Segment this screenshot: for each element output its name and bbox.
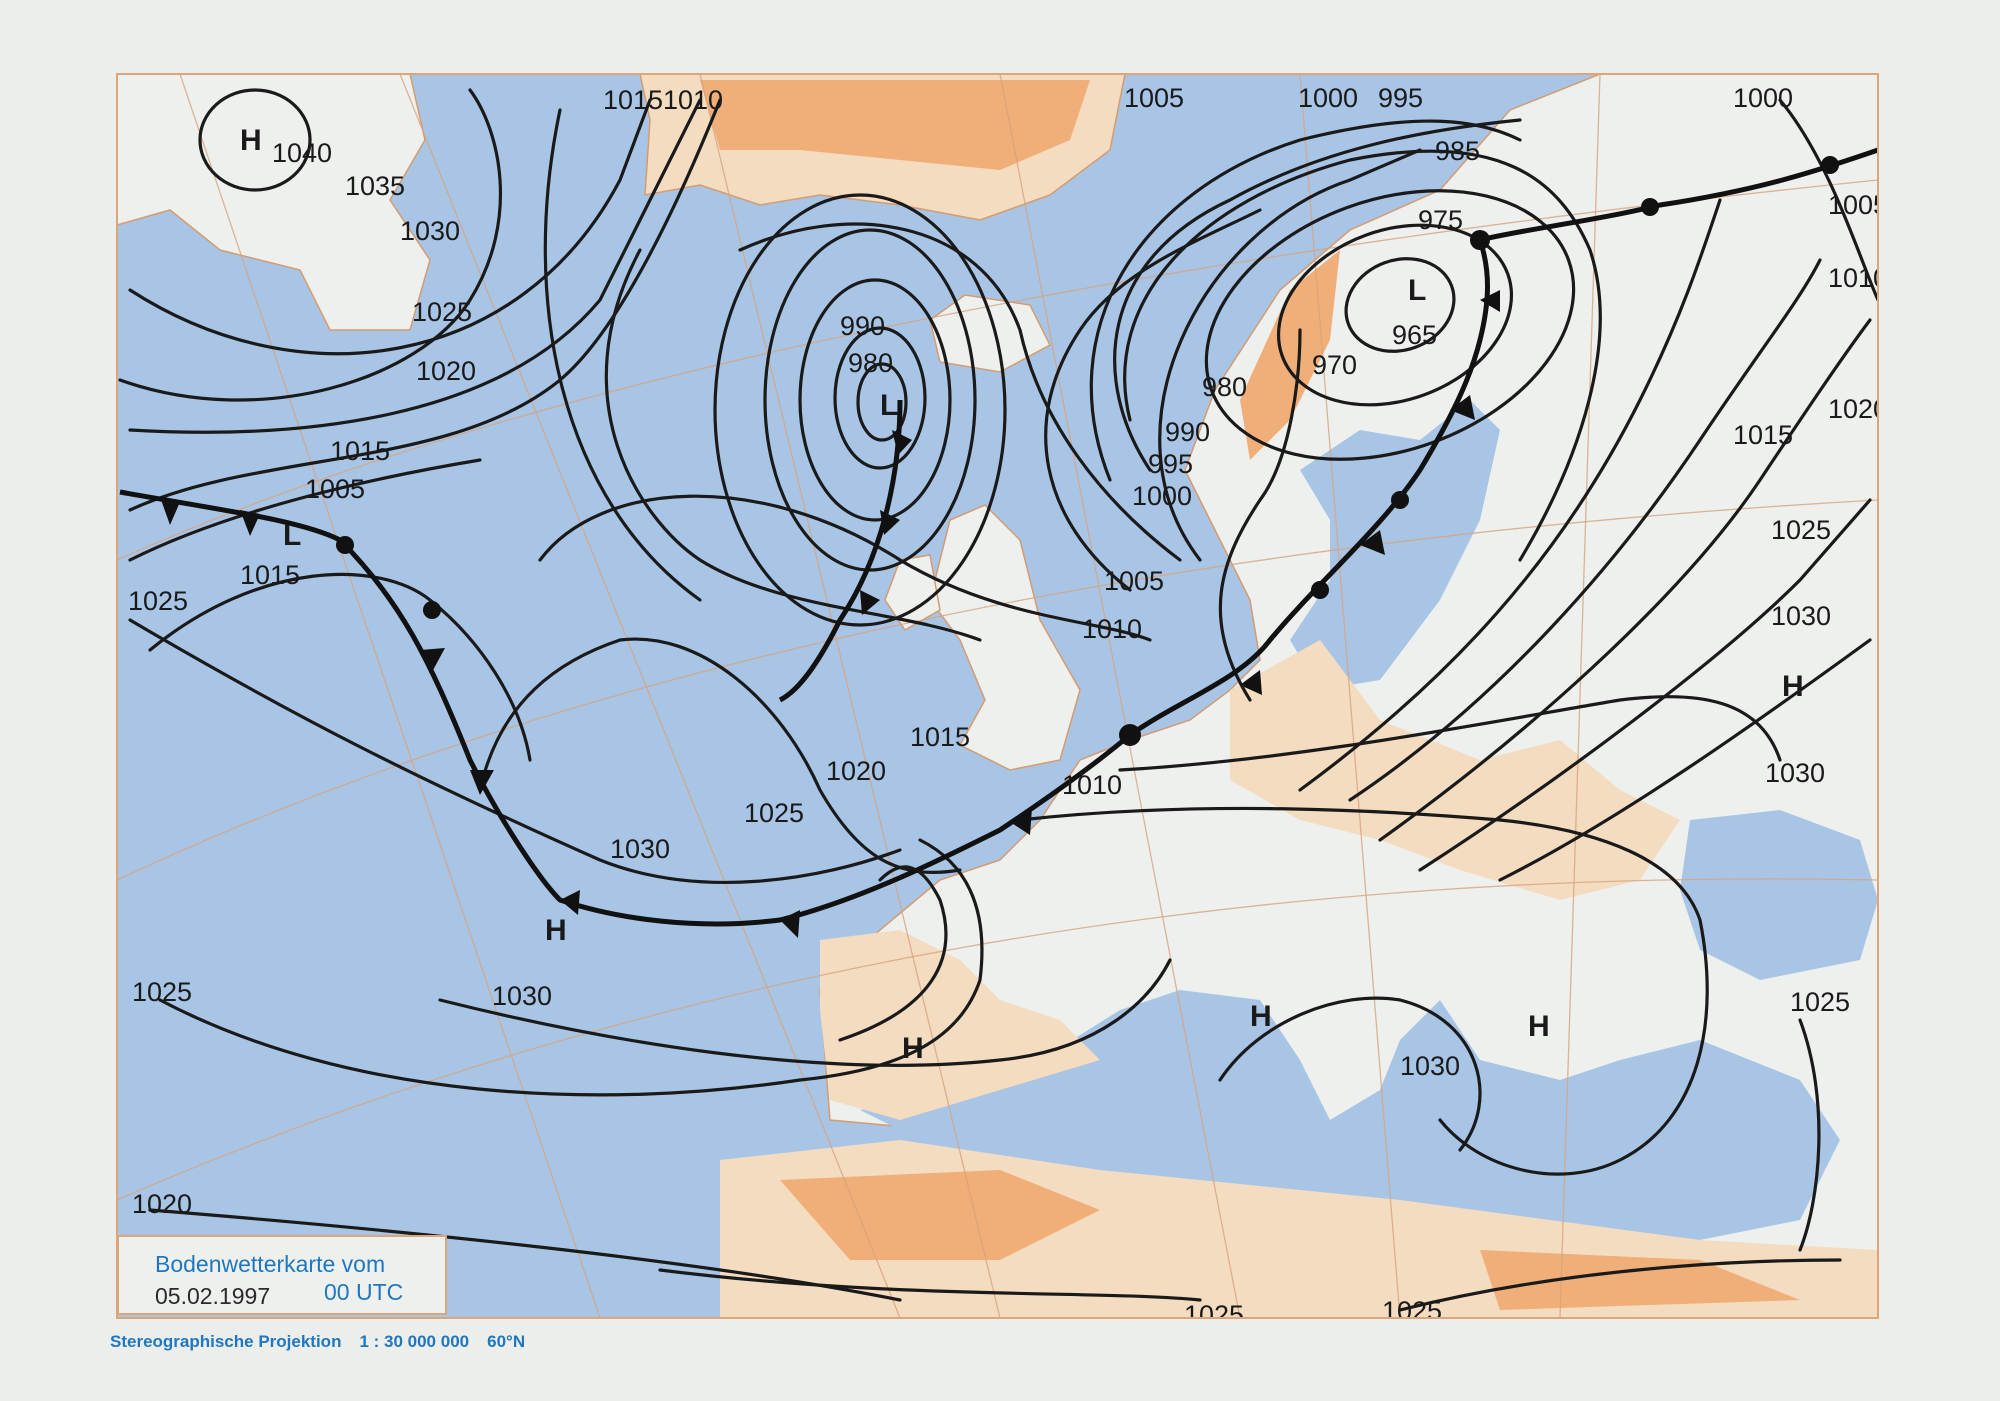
isobar-label: 1010 xyxy=(1828,263,1888,293)
land xyxy=(117,74,1878,1318)
isobar-label: 1000 xyxy=(1298,83,1358,113)
isobar-label: 995 xyxy=(1148,449,1193,479)
isobar-label: 980 xyxy=(1202,372,1247,402)
isobar-label: 1030 xyxy=(1771,601,1831,631)
pressure-center-high: H xyxy=(1250,1000,1272,1033)
isobar-label: 1005 xyxy=(305,474,365,504)
isobar-label: 1005 xyxy=(1104,566,1164,596)
isobar-label: 1025 xyxy=(1184,1300,1244,1330)
pressure-centers: H L L L H H H H H xyxy=(240,124,1804,1065)
isobar-label: 1030 xyxy=(400,216,460,246)
isobar-label: 1005 xyxy=(1828,190,1888,220)
isobar-label: 1015 xyxy=(1733,420,1793,450)
isobar-label: 1020 xyxy=(826,756,886,786)
map-title-box: Bodenwetterkarte vom 05.02.1997 00 UTC xyxy=(117,1235,447,1315)
reference-latitude: 60°N xyxy=(487,1332,526,1351)
map-time: 00 UTC xyxy=(324,1279,404,1305)
isobar-label: 1025 xyxy=(1382,1296,1442,1326)
isobar-label: 1040 xyxy=(272,138,332,168)
isobar-labels: 1040 1035 1030 1025 1020 1015 1005 1015 … xyxy=(128,83,1888,1330)
isobar-label: 1010 xyxy=(1082,614,1142,644)
isobar-label: 1025 xyxy=(132,977,192,1007)
isobar-label: 1025 xyxy=(744,798,804,828)
isobar-label: 1025 xyxy=(1790,987,1850,1017)
isobar-label: 1015 xyxy=(330,436,390,466)
isobar-label: 990 xyxy=(1165,417,1210,447)
isobar-label: 990 xyxy=(840,311,885,341)
isobar-label: 1000 xyxy=(1132,481,1192,511)
isobars xyxy=(118,88,1878,1312)
isobar-label: 1030 xyxy=(492,981,552,1011)
pressure-center-high: H xyxy=(1528,1010,1550,1043)
map-date: 05.02.1997 xyxy=(155,1283,271,1309)
fronts xyxy=(119,147,1878,938)
isobar-label: 980 xyxy=(848,348,893,378)
isobar-label: 1030 xyxy=(610,834,670,864)
pressure-center-high: H xyxy=(240,124,262,157)
pressure-center-high: H xyxy=(902,1032,924,1065)
isobar-label: 985 xyxy=(1435,136,1480,166)
pressure-center-low: L xyxy=(880,389,898,422)
isobar-label: 965 xyxy=(1392,320,1437,350)
map-scale: 1 : 30 000 000 xyxy=(359,1332,470,1351)
projection-name: Stereographische Projektion xyxy=(110,1332,342,1351)
isobar-label: 1010 xyxy=(1062,770,1122,800)
isobar-label: 995 xyxy=(1378,83,1423,113)
isobar-label: 975 xyxy=(1418,205,1463,235)
isobar-label: 1025 xyxy=(1771,515,1831,545)
projection-note: Stereographische Projektion 1 : 30 000 00… xyxy=(110,1332,543,1352)
pressure-center-low: L xyxy=(283,519,301,552)
pressure-center-low: L xyxy=(1408,274,1426,307)
isobar-label: 1005 xyxy=(1124,83,1184,113)
isobar-label: 1025 xyxy=(128,586,188,616)
cold-front xyxy=(778,399,903,703)
map-title: Bodenwetterkarte vom xyxy=(155,1251,386,1277)
isobar-label: 1015 xyxy=(603,85,663,115)
isobar-label: 1030 xyxy=(1400,1051,1460,1081)
isobar-label: 1030 xyxy=(1765,758,1825,788)
isobar-label: 1020 xyxy=(1828,394,1888,424)
graticule xyxy=(117,74,1878,1318)
isobar-label: 1000 xyxy=(1733,83,1793,113)
isobar-label: 1015 xyxy=(240,560,300,590)
pressure-center-high: H xyxy=(1782,670,1804,703)
isobar-label: 1035 xyxy=(345,171,405,201)
isobar-label: 970 xyxy=(1312,350,1357,380)
isobar-label: 1020 xyxy=(132,1189,192,1219)
isobar-label: 1020 xyxy=(416,356,476,386)
isobar-label: 1015 xyxy=(910,722,970,752)
isobar-label: 1010 xyxy=(663,85,723,115)
warm-cold-front xyxy=(1128,147,1878,738)
isobar-label: 1025 xyxy=(412,297,472,327)
pressure-center-high: H xyxy=(545,914,567,947)
